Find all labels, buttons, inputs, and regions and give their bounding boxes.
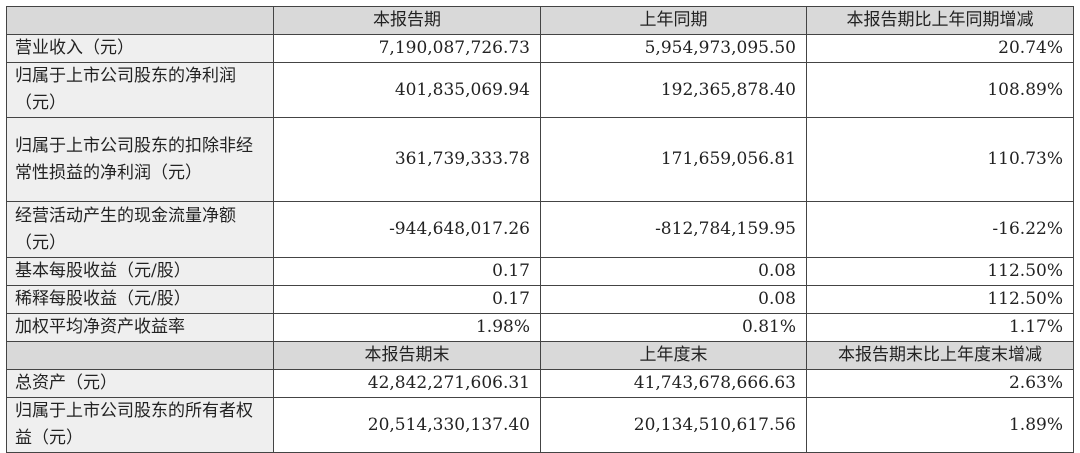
table-row: 归属于上市公司股东的扣除非经常性损益的净利润（元） 361,739,333.78 1…	[6, 117, 1074, 202]
table-row: 总资产（元） 42,842,271,606.31 41,743,678,666.63…	[6, 369, 1074, 398]
table-row: 基本每股收益（元/股） 0.17 0.08 112.50%	[6, 257, 1074, 286]
current-value: 361,739,333.78	[273, 117, 541, 202]
change-value: 1.17%	[806, 313, 1074, 342]
table-header-row: 本报告期末 上年度末 本报告期末比上年度末增减	[6, 341, 1074, 370]
change-value: 110.73%	[806, 117, 1074, 202]
column-header: 本报告期比上年同期增减	[806, 6, 1074, 35]
row-label: 基本每股收益（元/股）	[6, 257, 274, 286]
column-header: 本报告期	[273, 6, 541, 35]
prior-value: 20,134,510,617.56	[540, 397, 807, 453]
row-label: 归属于上市公司股东的所有者权益（元）	[6, 397, 274, 453]
prior-value: 0.81%	[540, 313, 807, 342]
row-label: 稀释每股收益（元/股）	[6, 285, 274, 314]
current-value: 20,514,330,137.40	[273, 397, 541, 453]
change-value: 1.89%	[806, 397, 1074, 453]
current-value: 1.98%	[273, 313, 541, 342]
prior-value: 192,365,878.40	[540, 62, 807, 118]
column-header: 本报告期末比上年度末增减	[806, 341, 1074, 370]
current-value: 0.17	[273, 285, 541, 314]
table-header-row: 本报告期 上年同期 本报告期比上年同期增减	[6, 6, 1074, 35]
prior-value: 41,743,678,666.63	[540, 369, 807, 398]
row-label: 总资产（元）	[6, 369, 274, 398]
row-label: 归属于上市公司股东的扣除非经常性损益的净利润（元）	[6, 117, 274, 202]
prior-value: 0.08	[540, 257, 807, 286]
change-value: 112.50%	[806, 285, 1074, 314]
table-row: 经营活动产生的现金流量净额（元） -944,648,017.26 -812,784,…	[6, 201, 1074, 258]
table-row: 加权平均净资产收益率 1.98% 0.81% 1.17%	[6, 313, 1074, 342]
change-value: 20.74%	[806, 34, 1074, 63]
current-value: 401,835,069.94	[273, 62, 541, 118]
table-row: 稀释每股收益（元/股） 0.17 0.08 112.50%	[6, 285, 1074, 314]
prior-value: 0.08	[540, 285, 807, 314]
table-row: 归属于上市公司股东的净利润（元） 401,835,069.94 192,365,87…	[6, 62, 1074, 118]
change-value: 112.50%	[806, 257, 1074, 286]
row-label: 经营活动产生的现金流量净额（元）	[6, 201, 274, 258]
column-header	[6, 6, 274, 35]
column-header	[6, 341, 274, 370]
prior-value: 5,954,973,095.50	[540, 34, 807, 63]
current-value: 42,842,271,606.31	[273, 369, 541, 398]
column-header: 上年度末	[540, 341, 807, 370]
prior-value: 171,659,056.81	[540, 117, 807, 202]
change-value: 108.89%	[806, 62, 1074, 118]
change-value: -16.22%	[806, 201, 1074, 258]
current-value: 7,190,087,726.73	[273, 34, 541, 63]
change-value: 2.63%	[806, 369, 1074, 398]
table-row: 营业收入（元） 7,190,087,726.73 5,954,973,095.50 2…	[6, 34, 1074, 63]
table-row: 归属于上市公司股东的所有者权益（元） 20,514,330,137.40 20,13…	[6, 397, 1074, 453]
column-header: 上年同期	[540, 6, 807, 35]
column-header: 本报告期末	[273, 341, 541, 370]
prior-value: -812,784,159.95	[540, 201, 807, 258]
current-value: 0.17	[273, 257, 541, 286]
current-value: -944,648,017.26	[273, 201, 541, 258]
row-label: 加权平均净资产收益率	[6, 313, 274, 342]
row-label: 归属于上市公司股东的净利润（元）	[6, 62, 274, 118]
financial-summary-table: 本报告期 上年同期 本报告期比上年同期增减 营业收入（元） 7,190,087,726.…	[6, 6, 1074, 453]
row-label: 营业收入（元）	[6, 34, 274, 63]
